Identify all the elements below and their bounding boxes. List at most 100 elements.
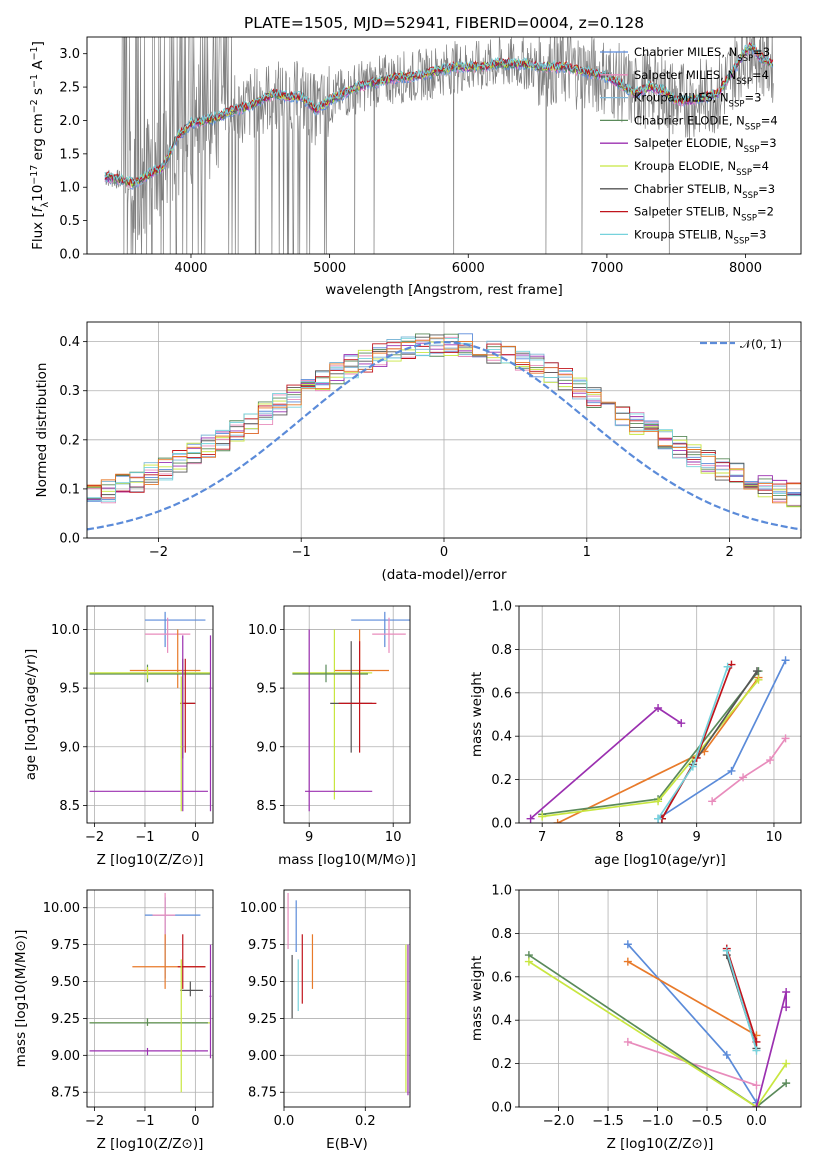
y-tick-label: 0.0 bbox=[491, 817, 512, 832]
axes-frame bbox=[86, 889, 214, 1108]
mass-vs-EBV-plot-area bbox=[287, 892, 409, 1096]
mass-vs-EBV-axes: 0.0 0.2 8.75 9.00 9.25 9.50 9.75 10.00 E(B-V) bbox=[240, 889, 411, 1152]
x-tick-label: −1 bbox=[135, 830, 154, 845]
y-tick-label: 0.1 bbox=[59, 482, 80, 497]
y-tick-label: 1.5 bbox=[59, 147, 80, 162]
legend-label: Chabrier STELIB, NSSP=3 bbox=[634, 182, 775, 201]
y-tick-label: 0.2 bbox=[491, 1057, 512, 1072]
y-tick-label: 10.0 bbox=[248, 623, 277, 638]
x-tick-label: 7000 bbox=[590, 261, 623, 276]
y-tick-label: 9.75 bbox=[248, 938, 277, 953]
series-point bbox=[752, 1103, 761, 1107]
series-line bbox=[528, 954, 787, 1107]
age-vs-Z-axes: −2 −1 0 8.5 9.0 9.5 10.0 Z [log10(Z/Z⊙)] age [lo… bbox=[23, 605, 214, 868]
y-tick-label: 0.0 bbox=[59, 248, 80, 263]
y-tick-label: 9.0 bbox=[59, 740, 80, 755]
x-tick-label: 4000 bbox=[174, 261, 207, 276]
residuals-axes: −2 −1 0 1 2 0.0 0.1 0.2 0.3 0.4 (data-model)/error… bbox=[34, 321, 802, 583]
legend-label: Kroupa MILES, NSSP=3 bbox=[634, 91, 761, 110]
y-tick-label: 0.0 bbox=[491, 1101, 512, 1116]
series-point bbox=[782, 1003, 791, 1012]
y-tick-label: 9.00 bbox=[248, 1049, 277, 1064]
age-vs-Z-plot-area bbox=[89, 611, 212, 812]
x-tick-label: 8000 bbox=[729, 261, 762, 276]
series-point bbox=[677, 719, 686, 728]
x-tick-label: −2 bbox=[85, 1114, 104, 1129]
y-tick-label: 0.5 bbox=[59, 214, 80, 229]
weight-vs-Z-plot-area bbox=[524, 940, 791, 1107]
y-tick-label: 10.00 bbox=[43, 901, 80, 916]
x-axis-label: Z [log10(Z/Z⊙)] bbox=[97, 852, 204, 868]
y-tick-label: 8.5 bbox=[256, 799, 277, 814]
legend-label: Salpeter MILES, NSSP=4 bbox=[634, 68, 769, 87]
series-point bbox=[553, 819, 562, 823]
axes-frame bbox=[86, 321, 802, 539]
series-point bbox=[752, 1081, 761, 1090]
legend-label: Kroupa STELIB, NSSP=3 bbox=[634, 227, 766, 246]
y-tick-label: 1.0 bbox=[491, 884, 512, 899]
y-tick-label: 9.00 bbox=[51, 1049, 80, 1064]
x-tick-label: 5000 bbox=[313, 261, 346, 276]
series-line bbox=[528, 960, 787, 1107]
y-axis-label: age [log10(age/yr)] bbox=[23, 649, 39, 781]
axes-frame bbox=[283, 605, 411, 824]
y-tick-label: 1.0 bbox=[59, 181, 80, 196]
x-tick-label: 0 bbox=[440, 545, 448, 560]
y-axis-label: mass [log10(M/M⊙)] bbox=[13, 930, 29, 1068]
series-line bbox=[725, 948, 758, 1043]
x-tick-label: 0.2 bbox=[355, 1114, 376, 1129]
series-point bbox=[526, 814, 535, 823]
spectrum-plot-area bbox=[104, 37, 774, 254]
x-tick-label: 0.0 bbox=[746, 1114, 767, 1129]
x-tick-label: 0.0 bbox=[274, 1114, 295, 1129]
x-tick-label: 1 bbox=[583, 545, 591, 560]
series-line bbox=[542, 679, 760, 818]
series-point bbox=[524, 957, 533, 966]
series-point bbox=[654, 814, 663, 823]
y-axis-label: Normed distribution bbox=[34, 363, 50, 498]
x-tick-label: 7 bbox=[538, 830, 546, 845]
x-tick-label: 10 bbox=[766, 830, 783, 845]
axes-frame bbox=[518, 889, 802, 1108]
series-point bbox=[782, 987, 791, 996]
legend-label: Salpeter ELODIE, NSSP=3 bbox=[634, 136, 777, 155]
series-point bbox=[782, 1079, 791, 1088]
series-point bbox=[781, 734, 790, 743]
x-axis-label: wavelength [Angstrom, rest frame] bbox=[325, 282, 563, 298]
y-tick-label: 0.8 bbox=[491, 643, 512, 658]
series-point bbox=[623, 1037, 632, 1046]
y-tick-label: 9.5 bbox=[256, 682, 277, 697]
age-vs-mass-axes: 9 10 8.5 9.0 9.5 10.0 mass [log10(M/M⊙)] bbox=[248, 605, 416, 868]
weight-vs-age-axes: 7 8 9 10 0.0 0.2 0.4 0.6 0.8 1.0 age [log10(age/yr… bbox=[469, 600, 802, 868]
x-axis-label: E(B-V) bbox=[326, 1136, 368, 1152]
y-tick-label: 9.75 bbox=[51, 938, 80, 953]
series-line bbox=[711, 737, 787, 802]
series-point bbox=[708, 797, 717, 806]
y-tick-label: 10.00 bbox=[240, 901, 277, 916]
series-point bbox=[538, 812, 547, 821]
weight-vs-Z-axes: −2.0 −1.5 −1.0 −0.5 0.0 0.0 0.2 0.4 0.6 0.8 1.0 Z [… bbox=[469, 884, 802, 1152]
observed-spectrum-line bbox=[104, 37, 774, 254]
residuals-plot-area bbox=[87, 333, 801, 531]
series-point bbox=[739, 773, 748, 782]
x-tick-label: 8 bbox=[615, 830, 623, 845]
series-point bbox=[722, 946, 731, 955]
spectrum-axes: 4000 5000 6000 7000 8000 0.0 0.5 1.0 1.5 2.0 2.5 3.… bbox=[29, 14, 802, 298]
series-point bbox=[654, 797, 663, 806]
x-axis-label: Z [log10(Z/Z⊙)] bbox=[607, 1136, 714, 1152]
y-tick-label: 0.0 bbox=[59, 532, 80, 547]
series-point bbox=[782, 1059, 791, 1068]
series-point bbox=[752, 1046, 761, 1055]
y-tick-label: 0.4 bbox=[491, 730, 512, 745]
y-tick-label: 3.0 bbox=[59, 47, 80, 62]
y-tick-label: 0.6 bbox=[491, 686, 512, 701]
legend-label: Kroupa ELODIE, NSSP=4 bbox=[634, 159, 769, 178]
x-tick-label: −2.0 bbox=[543, 1114, 575, 1129]
y-tick-label: 0.8 bbox=[491, 927, 512, 942]
x-tick-label: −2 bbox=[149, 545, 168, 560]
x-tick-label: 0 bbox=[191, 1114, 199, 1129]
x-tick-label: 0 bbox=[191, 830, 199, 845]
x-axis-label: Z [log10(Z/Z⊙)] bbox=[97, 1136, 204, 1152]
y-tick-label: 8.75 bbox=[51, 1086, 80, 1101]
